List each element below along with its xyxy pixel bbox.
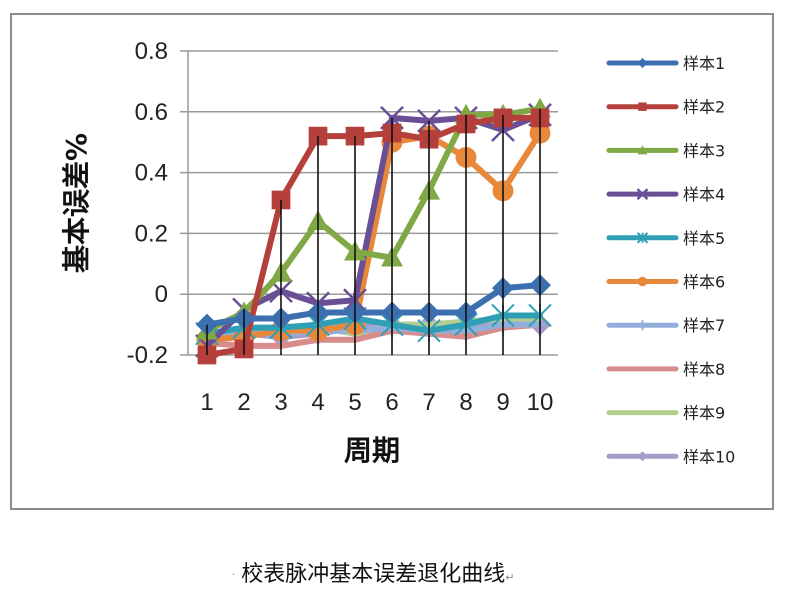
- legend-item-6: 样本6: [606, 273, 725, 292]
- line-chart: 0.80.60.40.20-0.21 2 3 4 5 6 7 8 9 10周期基本误差%样本1样本…: [60, 38, 735, 467]
- y-axis-label: 基本误差%: [60, 133, 93, 273]
- x-tick-label: 5: [348, 389, 361, 416]
- legend-label: 样本7: [683, 316, 725, 335]
- x-tick-label: 7: [422, 389, 435, 416]
- x-tick-label: 1: [200, 389, 213, 416]
- return-mark: ↵: [505, 571, 515, 584]
- legend-label: 样本3: [683, 141, 725, 160]
- x-axis-label: 周期: [344, 434, 400, 467]
- legend-item-5: 样本5: [606, 229, 725, 248]
- legend-label: 样本4: [683, 185, 725, 204]
- drop-lines: [206, 108, 541, 355]
- legend-label: 样本10: [683, 447, 735, 466]
- series-8: [204, 321, 543, 349]
- legend-item-7: 样本7: [606, 316, 725, 335]
- x-tick-label: 4: [311, 389, 324, 416]
- y-tick-label: 0.8: [135, 38, 168, 65]
- legend-label: 样本8: [683, 360, 725, 379]
- y-tick-label: 0: [155, 281, 168, 308]
- legend-item-3: 样本3: [606, 141, 725, 160]
- y-tick-label: 0.2: [135, 220, 168, 247]
- x-tick-label: 9: [496, 389, 509, 416]
- caption-bullet: ·: [232, 569, 236, 581]
- legend-label: 样本5: [683, 229, 725, 248]
- legend-item-9: 样本9: [606, 404, 725, 423]
- x-tick-label: 10: [527, 389, 554, 416]
- figure-caption: · 校表脉冲基本误差退化曲线↵: [232, 556, 514, 588]
- x-tick-label: 3: [274, 389, 287, 416]
- y-tick-label: -0.2: [127, 342, 168, 369]
- legend-label: 样本9: [683, 404, 725, 423]
- legend-item-2: 样本2: [606, 98, 725, 117]
- x-tick-label: 8: [459, 389, 472, 416]
- legend: 样本1 样本2 样本3 样本4 样本5 样本6 样本7 样本8 样本9 样本10: [606, 54, 735, 466]
- gridlines: [180, 50, 558, 356]
- legend-item-10: 样本10: [606, 447, 735, 466]
- legend-item-8: 样本8: [606, 360, 725, 379]
- caption-text: 校表脉冲基本误差退化曲线: [241, 562, 506, 587]
- legend-label: 样本1: [683, 54, 725, 73]
- legend-label: 样本6: [683, 273, 725, 292]
- x-tick-label: 2: [237, 389, 250, 416]
- y-tick-label: 0.4: [135, 160, 168, 187]
- x-tick-label: 6: [385, 389, 398, 416]
- y-tick-label: 0.6: [135, 99, 168, 126]
- legend-label: 样本2: [683, 98, 725, 117]
- legend-item-4: 样本4: [606, 185, 725, 204]
- legend-item-1: 样本1: [606, 54, 725, 73]
